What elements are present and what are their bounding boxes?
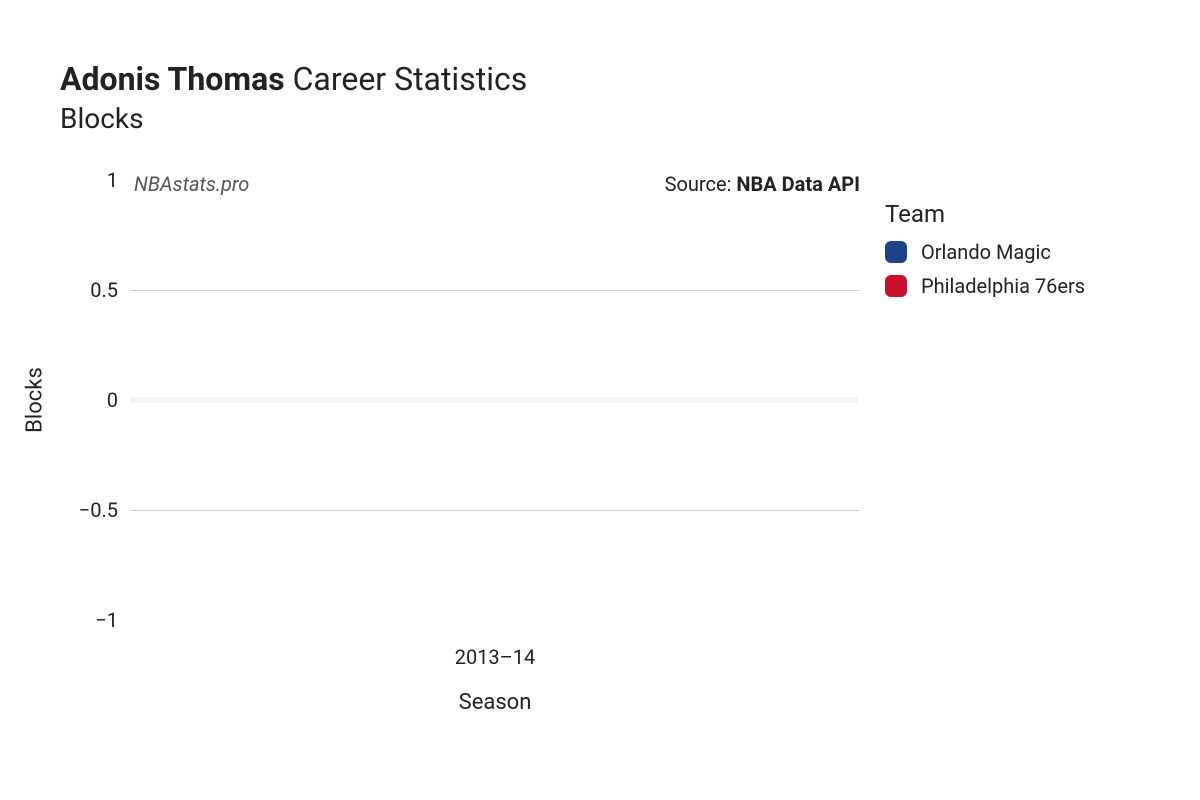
zero-value-bar xyxy=(130,397,858,403)
gridline: −1 xyxy=(130,620,860,621)
yaxis-title: Blocks xyxy=(23,367,48,433)
ytick-label: −0.5 xyxy=(79,498,118,522)
title-suffix: Career Statistics xyxy=(293,60,528,98)
plot-area: 1 0.5 0 −0.5 −1 NBAstats.pro Source: NBA… xyxy=(130,180,860,620)
ytick-label: 1 xyxy=(107,168,118,192)
source-prefix: Source: xyxy=(665,172,737,196)
source-name: NBA Data API xyxy=(736,172,860,196)
chart-subtitle: Blocks xyxy=(60,102,527,135)
legend-title: Team xyxy=(885,200,1085,228)
gridline: −0.5 xyxy=(130,510,860,511)
watermark: NBAstats.pro xyxy=(134,172,249,196)
legend-item[interactable]: Philadelphia 76ers xyxy=(885,274,1085,298)
gridline-zero: 0 xyxy=(130,400,860,401)
legend-label: Philadelphia 76ers xyxy=(921,274,1085,298)
legend: Team Orlando Magic Philadelphia 76ers xyxy=(885,200,1085,308)
chart-container: Adonis Thomas Career Statistics Blocks 1… xyxy=(0,0,1200,800)
legend-item[interactable]: Orlando Magic xyxy=(885,240,1085,264)
ytick-label: 0 xyxy=(107,388,118,412)
source-label: Source: NBA Data API xyxy=(665,172,860,196)
chart-title-block: Adonis Thomas Career Statistics Blocks xyxy=(60,60,527,135)
chart-title: Adonis Thomas Career Statistics xyxy=(60,60,527,98)
xaxis-title: Season xyxy=(459,690,532,715)
ytick-label: 0.5 xyxy=(90,278,118,302)
gridline: 0.5 xyxy=(130,290,860,291)
ytick-label: −1 xyxy=(95,608,118,632)
legend-swatch xyxy=(885,241,907,263)
legend-label: Orlando Magic xyxy=(921,240,1051,264)
xtick-label: 2013–14 xyxy=(455,645,536,669)
legend-swatch xyxy=(885,275,907,297)
player-name: Adonis Thomas xyxy=(60,60,285,98)
